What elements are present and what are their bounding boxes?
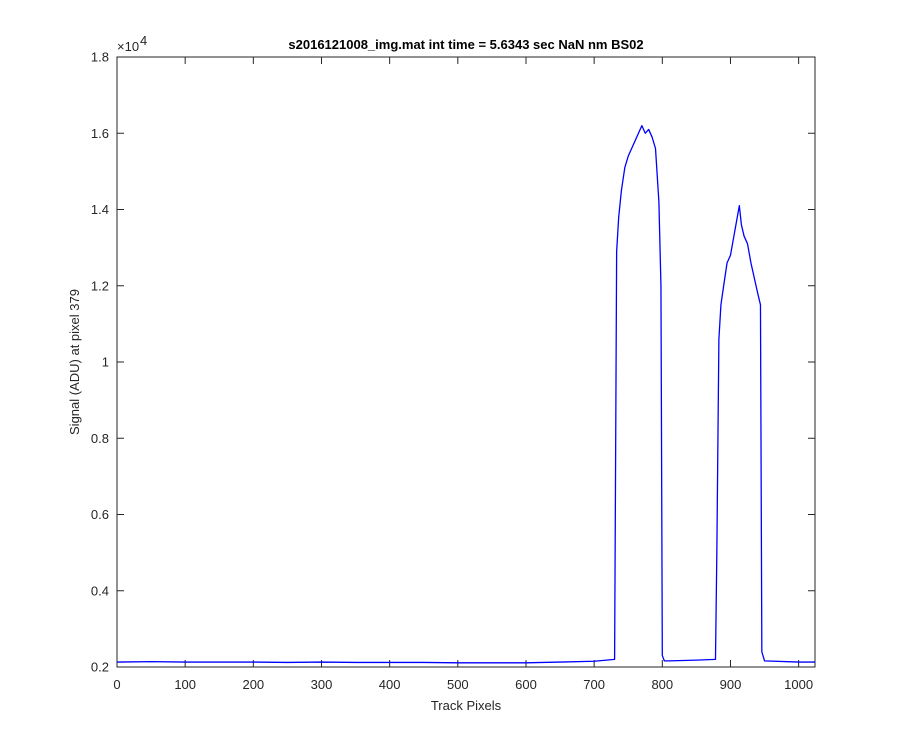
x-tick-label: 400 (379, 677, 401, 692)
y-axis-label: Signal (ADU) at pixel 379 (67, 289, 82, 435)
x-tick-label: 0 (113, 677, 120, 692)
y-exponent-power: 4 (140, 33, 147, 48)
y-tick-label: 0.6 (91, 507, 109, 522)
x-tick-label: 300 (311, 677, 333, 692)
y-tick-label: 1.8 (91, 50, 109, 65)
x-tick-label: 500 (447, 677, 469, 692)
y-tick-label: 0.8 (91, 431, 109, 446)
y-tick-label: 0.4 (91, 583, 109, 598)
y-tick-label: 1.2 (91, 278, 109, 293)
x-tick-label: 100 (174, 677, 196, 692)
plot-area (116, 56, 816, 668)
y-tick-label: 1 (102, 355, 109, 370)
y-exponent-label: ×10 (117, 39, 139, 54)
x-tick-label: 800 (651, 677, 673, 692)
y-tick-label: 1.6 (91, 126, 109, 141)
series-line (116, 124, 815, 664)
x-tick-label: 1000 (784, 677, 813, 692)
chart-title: s2016121008_img.mat int time = 5.6343 se… (288, 37, 643, 52)
y-axis: 0.2 0.4 0.6 0.8 1 1.2 1.4 1.6 1.8 (91, 50, 815, 675)
x-axis: 0 100 200 300 400 500 600 700 800 900 1000 (113, 57, 813, 692)
x-axis-label: Track Pixels (431, 698, 502, 713)
y-tick-label: 1.4 (91, 202, 109, 217)
x-tick-label: 600 (515, 677, 537, 692)
x-tick-label: 700 (583, 677, 605, 692)
x-tick-label: 900 (720, 677, 742, 692)
x-tick-label: 200 (242, 677, 264, 692)
y-tick-label: 0.2 (91, 660, 109, 675)
